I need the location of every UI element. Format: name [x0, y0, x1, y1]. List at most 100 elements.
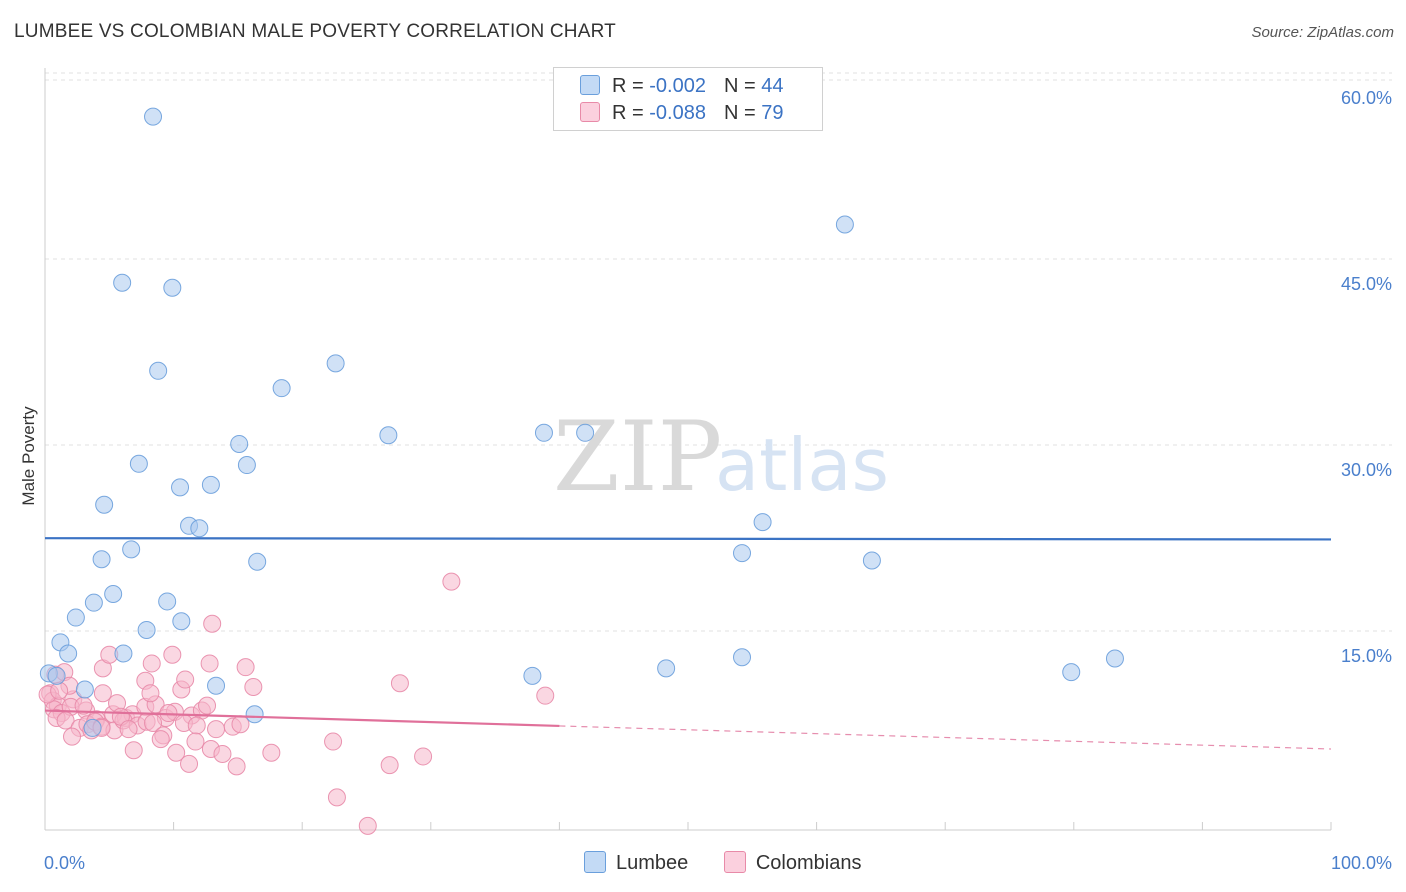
colombian-point: [163, 645, 182, 664]
y-axis-label: Male Poverty: [19, 406, 38, 506]
colombian-point: [119, 720, 138, 739]
y-tick-label: 60.0%: [1341, 88, 1392, 108]
lumbee-point: [129, 454, 148, 473]
legend-label-colombians: Colombians: [755, 852, 862, 874]
lumbee-point: [576, 423, 595, 442]
colombian-point: [358, 816, 377, 835]
lumbee-point: [66, 608, 85, 627]
data-points: [38, 107, 1124, 835]
legend-row-colombians: R = -0.088 N = 79: [580, 100, 783, 126]
lumbee-point: [326, 354, 345, 373]
lumbee-point: [47, 666, 66, 685]
source-label: Source: ZipAtlas.com: [1251, 24, 1394, 41]
colombian-point: [327, 788, 346, 807]
x-tick-label: 0.0%: [44, 853, 85, 873]
lumbee-point: [163, 278, 182, 297]
colombian-point: [180, 754, 199, 773]
colombian-point: [203, 614, 222, 633]
colombian-point: [186, 732, 205, 751]
legend-label-lumbee: Lumbee: [616, 852, 689, 874]
legend-item-lumbee: Lumbee: [584, 851, 688, 875]
lumbee-point: [190, 519, 209, 538]
lumbee-point: [230, 434, 249, 453]
lumbee-point: [113, 273, 132, 292]
lumbee-point: [144, 107, 163, 126]
colombian-point: [141, 684, 160, 703]
colombian-point: [227, 757, 246, 776]
lumbee-point: [523, 666, 542, 685]
colombian-point: [231, 715, 250, 734]
colombian-point: [63, 727, 82, 746]
colombian-point: [200, 654, 219, 673]
colombian-point: [536, 686, 555, 705]
colombian-point: [142, 654, 161, 673]
colombian-point: [176, 670, 195, 689]
lumbee-point: [835, 215, 854, 234]
colombian-point: [187, 716, 206, 735]
lumbee-point: [201, 475, 220, 494]
legend-n-label: N =: [723, 102, 762, 124]
colombian-point: [414, 747, 433, 766]
colombian-point: [198, 696, 217, 715]
lumbee-point: [657, 659, 676, 678]
lumbee-point: [137, 620, 156, 639]
colombians-swatch: [580, 102, 600, 122]
colombian-point: [124, 741, 143, 760]
trend-line-solid-1: [44, 709, 560, 728]
colombian-point: [93, 684, 112, 703]
legend-item-colombians: Colombians: [723, 851, 862, 875]
colombian-point: [167, 743, 186, 762]
lumbee-point: [753, 513, 772, 532]
colombian-point: [324, 732, 343, 751]
colombian-point: [236, 658, 255, 677]
lumbee-point: [171, 478, 190, 497]
gridlines: [45, 72, 1392, 632]
lumbee-point: [272, 379, 291, 398]
trend-line-0: [44, 537, 1332, 541]
colombian-point: [151, 730, 170, 749]
legend-n-value: 79: [761, 102, 784, 124]
lumbee-point: [158, 592, 177, 611]
trend-line-dashed-1: [559, 725, 1332, 750]
lumbee-point: [75, 680, 94, 699]
lumbee-point: [248, 552, 267, 571]
x-tick-label: 100.0%: [1331, 853, 1392, 873]
lumbee-point: [172, 612, 191, 631]
lumbee-point: [59, 644, 78, 663]
watermark-zip: ZIP: [553, 401, 722, 513]
stats-legend: R = -0.002 N = 44 R = -0.088 N = 79: [553, 67, 823, 131]
series-legend: Lumbee Colombians: [584, 851, 891, 875]
colombian-point: [262, 743, 281, 762]
lumbee-point: [237, 456, 256, 475]
legend-row-lumbee: R = -0.002 N = 44: [580, 73, 783, 99]
lumbee-swatch: [584, 851, 606, 873]
lumbee-point: [92, 550, 111, 569]
y-tick-label: 30.0%: [1341, 460, 1392, 480]
lumbee-point: [84, 593, 103, 612]
lumbee-point: [122, 540, 141, 559]
legend-n-value: 44: [761, 75, 784, 97]
lumbee-point: [104, 585, 123, 603]
legend-r-value: -0.088: [649, 102, 706, 124]
colombian-point: [244, 678, 263, 696]
colombians-swatch: [723, 851, 746, 873]
lumbee-point: [149, 361, 168, 380]
watermark: ZIP atlas: [553, 401, 889, 513]
colombian-point: [213, 744, 232, 763]
lumbee-point: [114, 644, 133, 663]
colombian-point: [390, 674, 409, 693]
legend-r-label: R =: [612, 75, 650, 97]
lumbee-point: [733, 648, 752, 667]
lumbee-point: [1062, 663, 1081, 682]
legend-r-value: -0.002: [649, 75, 706, 97]
tick-labels: 15.0% 30.0% 45.0% 60.0% 0.0% 100.0%: [44, 88, 1392, 873]
lumbee-point: [245, 705, 264, 724]
y-tick-label: 15.0%: [1341, 646, 1392, 666]
colombian-point: [442, 572, 461, 591]
lumbee-point: [83, 718, 102, 737]
lumbee-point: [379, 426, 398, 445]
lumbee-point: [534, 423, 553, 442]
lumbee-point: [733, 544, 752, 563]
colombian-point: [50, 681, 69, 700]
